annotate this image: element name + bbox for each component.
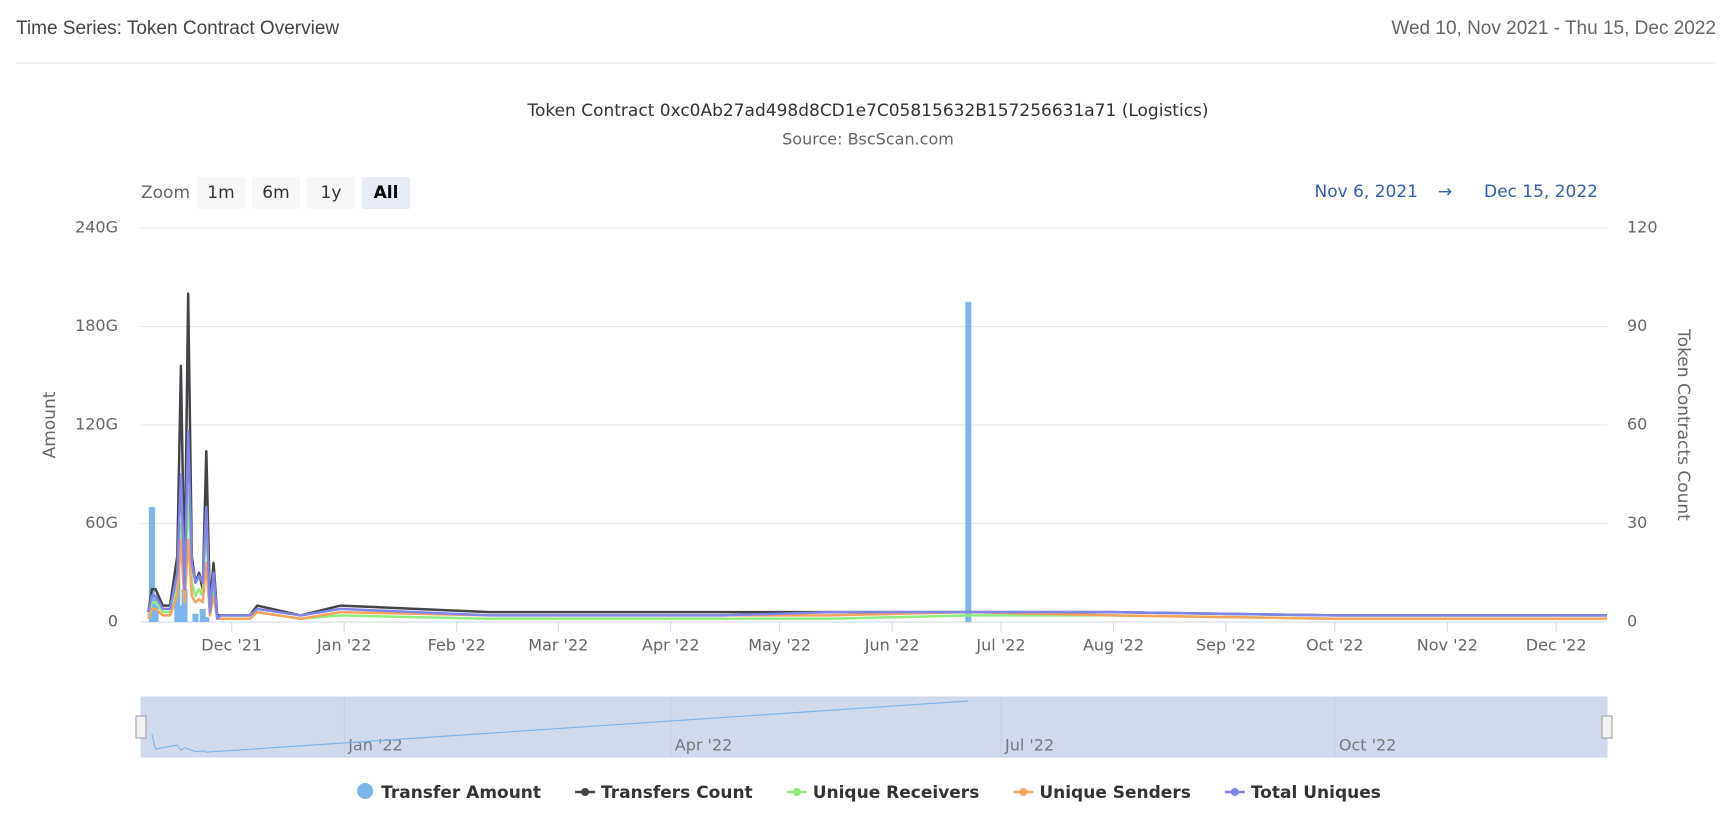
y2-axis-title: Token Contracts Count <box>1673 328 1693 521</box>
x-tick-label: May '22 <box>748 636 811 655</box>
x-tick-label: Oct '22 <box>1306 636 1364 655</box>
x-tick-label: Feb '22 <box>428 636 486 655</box>
x-tick-label: Dec '22 <box>1526 636 1587 655</box>
zoom-button[interactable] <box>307 177 355 209</box>
legend-marker <box>581 788 590 796</box>
navigator-label: Oct '22 <box>1339 736 1397 755</box>
navigator-handle[interactable] <box>1601 715 1613 739</box>
series-line <box>147 489 1607 620</box>
legend-label[interactable]: Transfers Count <box>601 783 753 803</box>
zoom-button[interactable] <box>252 177 300 209</box>
y2-tick-label: 60 <box>1627 415 1647 434</box>
y-tick-label: 60G <box>85 513 118 532</box>
x-tick-label: Mar '22 <box>528 636 588 655</box>
navigator-label: Jul '22 <box>1004 736 1054 755</box>
legend-marker <box>792 788 801 796</box>
bar <box>181 589 188 622</box>
bar <box>148 507 155 622</box>
y-tick-label: 0 <box>108 612 118 631</box>
range-to[interactable]: Dec 15, 2022 <box>1484 182 1598 202</box>
bar <box>965 301 972 622</box>
x-tick-label: Aug '22 <box>1083 636 1144 655</box>
y-tick-label: 120G <box>75 415 118 434</box>
chart-title: Token Contract 0xc0Ab27ad498d8CD1e7C0581… <box>526 101 1208 121</box>
navigator-label: Apr '22 <box>675 736 733 755</box>
chart-subtitle: Source: BscScan.com <box>782 130 954 149</box>
zoom-label: Zoom <box>141 183 190 203</box>
y-tick-label: 180G <box>75 316 118 335</box>
x-tick-label: Jan '22 <box>316 636 372 655</box>
legend-symbol <box>357 783 374 799</box>
legend-label[interactable]: Unique Receivers <box>813 783 980 803</box>
x-tick-label: Jun '22 <box>864 636 920 655</box>
y-tick-label: 240G <box>75 218 118 237</box>
x-tick-label: Apr '22 <box>642 636 700 655</box>
bar <box>203 617 210 622</box>
date-range: Wed 10, Nov 2021 - Thu 15, Dec 2022 <box>1391 18 1716 39</box>
y2-tick-label: 120 <box>1627 218 1658 237</box>
range-arrow: → <box>1438 182 1452 202</box>
legend-label[interactable]: Total Uniques <box>1251 783 1381 803</box>
zoom-button-label[interactable]: 1y <box>321 183 342 203</box>
bar <box>199 608 206 622</box>
series-line <box>147 292 1607 617</box>
bar <box>177 605 184 622</box>
page-title: Time Series: Token Contract Overview <box>16 18 339 39</box>
y2-tick-label: 30 <box>1627 513 1647 532</box>
navigator-label: Jan '22 <box>347 736 403 755</box>
legend-label[interactable]: Transfer Amount <box>381 783 541 803</box>
zoom-button-label[interactable]: 1m <box>207 183 234 203</box>
zoom-button[interactable] <box>197 177 245 209</box>
navigator-line <box>151 700 969 753</box>
y2-tick-label: 0 <box>1627 612 1637 631</box>
navigator-handle[interactable] <box>135 715 147 739</box>
y2-tick-label: 90 <box>1627 316 1647 335</box>
legend-marker <box>1019 788 1028 796</box>
x-tick-label: Jul '22 <box>975 636 1025 655</box>
legend-label[interactable]: Unique Senders <box>1039 783 1191 803</box>
zoom-button-label[interactable]: 6m <box>262 183 289 203</box>
zoom-button[interactable] <box>362 177 410 209</box>
bar <box>192 613 199 622</box>
x-tick-label: Dec '21 <box>201 636 262 655</box>
zoom-button-label[interactable]: All <box>374 183 399 203</box>
legend-marker <box>1230 788 1239 796</box>
series-line <box>147 430 1607 620</box>
x-tick-label: Sep '22 <box>1196 636 1256 655</box>
y-axis-title: Amount <box>40 391 60 458</box>
range-from[interactable]: Nov 6, 2021 <box>1315 182 1418 202</box>
x-tick-label: Nov '22 <box>1417 636 1478 655</box>
